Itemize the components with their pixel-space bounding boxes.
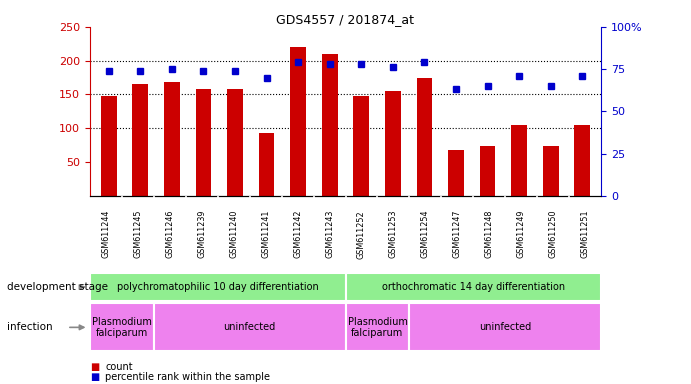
Text: GSM611243: GSM611243	[325, 210, 334, 258]
Bar	[574, 125, 590, 196]
Text: GSM611239: GSM611239	[197, 210, 206, 258]
Text: count: count	[105, 362, 133, 372]
Text: GSM611240: GSM611240	[229, 210, 238, 258]
Text: uninfected: uninfected	[479, 322, 531, 333]
Text: GSM611254: GSM611254	[421, 210, 430, 258]
Bar	[164, 82, 180, 196]
Text: GSM611241: GSM611241	[261, 210, 270, 258]
Bar	[227, 89, 243, 196]
Bar	[90, 303, 153, 351]
Text: GSM611251: GSM611251	[580, 210, 589, 258]
Text: GSM611244: GSM611244	[102, 210, 111, 258]
Text: Plasmodium
falciparum: Plasmodium falciparum	[348, 316, 408, 338]
Text: GSM611247: GSM611247	[453, 210, 462, 258]
Text: GSM611253: GSM611253	[389, 210, 398, 258]
Bar	[542, 146, 558, 196]
Text: ■: ■	[90, 372, 99, 382]
Text: uninfected: uninfected	[223, 322, 276, 333]
Text: GSM611245: GSM611245	[133, 210, 142, 258]
Bar	[385, 91, 401, 196]
Text: Plasmodium
falciparum: Plasmodium falciparum	[92, 316, 152, 338]
Text: GSM611246: GSM611246	[165, 210, 174, 258]
Bar	[153, 303, 346, 351]
Bar	[258, 133, 274, 196]
Bar	[511, 125, 527, 196]
Text: GSM611252: GSM611252	[357, 210, 366, 258]
Bar	[480, 146, 495, 196]
Bar	[346, 303, 409, 351]
Text: polychromatophilic 10 day differentiation: polychromatophilic 10 day differentiatio…	[117, 282, 319, 292]
Text: GSM611248: GSM611248	[485, 210, 494, 258]
Text: percentile rank within the sample: percentile rank within the sample	[105, 372, 270, 382]
Bar	[448, 150, 464, 196]
Bar	[196, 89, 211, 196]
Bar	[90, 273, 346, 301]
Text: orthochromatic 14 day differentiation: orthochromatic 14 day differentiation	[381, 282, 565, 292]
Text: GSM611249: GSM611249	[517, 210, 526, 258]
Text: development stage: development stage	[7, 282, 108, 292]
Text: GSM611250: GSM611250	[549, 210, 558, 258]
Bar	[133, 84, 149, 196]
Bar	[101, 96, 117, 196]
Text: ■: ■	[90, 362, 99, 372]
Bar	[322, 54, 338, 196]
Bar	[290, 47, 306, 196]
Text: infection: infection	[7, 322, 53, 333]
Bar	[346, 273, 601, 301]
Bar	[353, 96, 369, 196]
Bar	[409, 303, 601, 351]
Text: GSM611242: GSM611242	[293, 210, 302, 258]
Bar	[417, 78, 433, 196]
Title: GDS4557 / 201874_at: GDS4557 / 201874_at	[276, 13, 415, 26]
